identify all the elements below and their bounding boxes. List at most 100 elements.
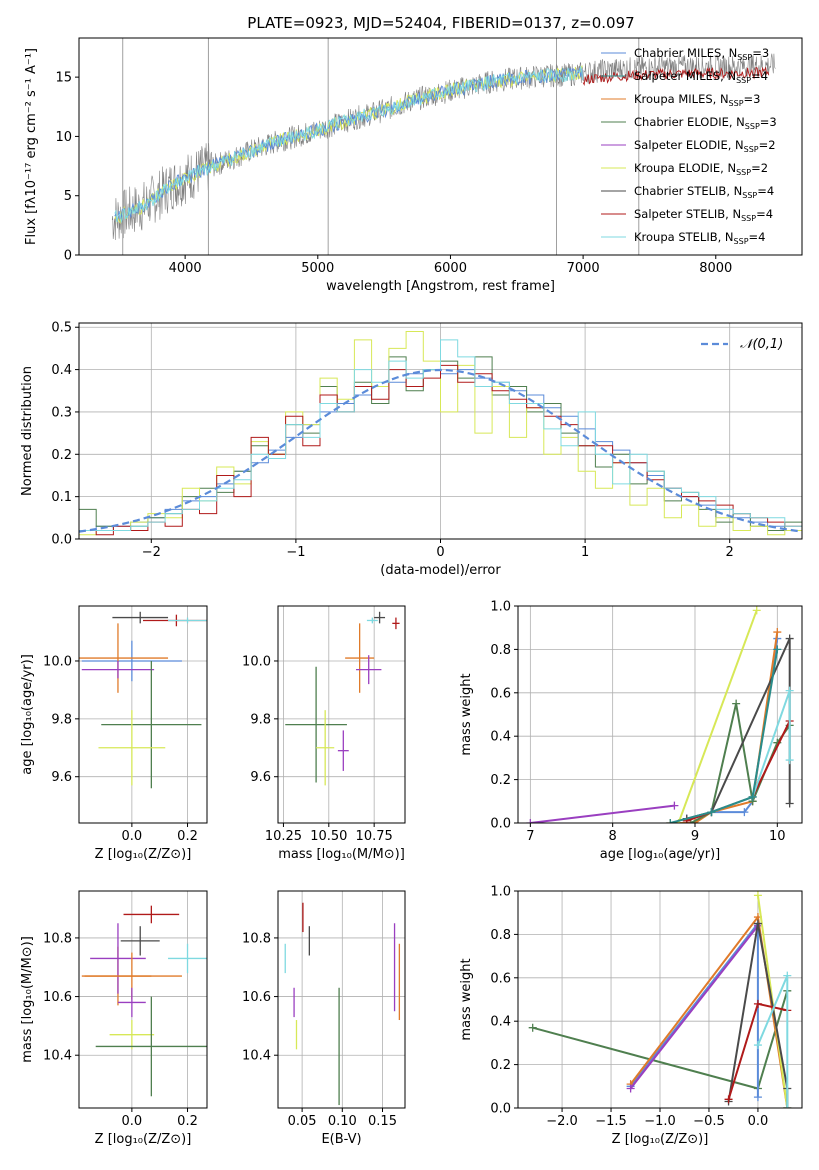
x-axis-label: wavelength [Angstrom, rest frame] bbox=[326, 279, 555, 294]
y-tick-label: 5 bbox=[64, 189, 72, 204]
point-marker bbox=[773, 628, 782, 637]
point-marker bbox=[753, 1041, 762, 1050]
mass_vs_ebv-panel: 0.05 0.10 0.15 10.4 10.6 10.8 E(B-V) bbox=[242, 890, 406, 1147]
y-tick-label: 10.8 bbox=[242, 931, 271, 946]
y-tick-label: 0.1 bbox=[51, 490, 72, 505]
point-marker bbox=[666, 819, 675, 823]
x-tick-label: 0.0 bbox=[122, 829, 143, 844]
axes-frame bbox=[277, 890, 406, 1109]
y-axis-label: mass weight bbox=[459, 958, 474, 1040]
point-marker bbox=[707, 808, 716, 817]
axes-frame bbox=[277, 605, 406, 824]
x-axis-label: Z [log₁₀(Z/Z⊙)] bbox=[95, 1132, 192, 1147]
normal-curve bbox=[79, 368, 802, 533]
x-tick-label: 0.2 bbox=[177, 1114, 198, 1129]
x-axis-label: Z [log₁₀(Z/Z⊙)] bbox=[95, 847, 192, 862]
x-axis-label: Z [log₁₀(Z/Z⊙)] bbox=[612, 1132, 709, 1147]
y-tick-label: 9.8 bbox=[250, 712, 271, 727]
x-tick-label: 4000 bbox=[169, 261, 202, 276]
y-tick-label: 10.4 bbox=[242, 1049, 271, 1064]
point-marker bbox=[740, 808, 749, 817]
x-axis-label: age [log₁₀(age/yr)] bbox=[600, 847, 721, 862]
y-tick-label: 0.0 bbox=[490, 1102, 511, 1117]
legend-entry: Salpeter MILES, NSSP=4 bbox=[634, 69, 768, 85]
x-tick-label: −2 bbox=[142, 545, 161, 560]
y-tick-label: 10.6 bbox=[242, 990, 271, 1005]
y-tick-label: 1.0 bbox=[490, 600, 511, 615]
point-marker bbox=[753, 1093, 762, 1102]
point-marker bbox=[753, 999, 762, 1008]
plot-area bbox=[79, 611, 207, 789]
y-tick-label: 0.6 bbox=[490, 971, 511, 986]
point-marker bbox=[783, 1104, 792, 1108]
weight-line bbox=[677, 609, 758, 823]
legend-entry: Chabrier MILES, NSSP=3 bbox=[634, 46, 769, 62]
plot-area bbox=[528, 891, 792, 1108]
axes-frame bbox=[78, 890, 208, 1109]
x-tick-label: 9 bbox=[691, 829, 699, 844]
weight-line bbox=[629, 925, 759, 1090]
y-tick-label: 0.0 bbox=[51, 533, 72, 548]
weight-line bbox=[530, 804, 675, 823]
y-tick-label: 0.5 bbox=[51, 321, 72, 336]
point-marker bbox=[670, 801, 679, 810]
x-tick-label: 0.0 bbox=[122, 1114, 143, 1129]
legend-entry: Salpeter ELODIE, NSSP=2 bbox=[634, 138, 776, 154]
x-axis-label: E(B-V) bbox=[321, 1132, 361, 1147]
x-tick-label: 0.15 bbox=[368, 1114, 397, 1129]
x-axis-label: mass [log₁₀(M/M⊙)] bbox=[278, 847, 405, 862]
y-tick-label: 10.0 bbox=[242, 654, 271, 669]
y-tick-label: 1.0 bbox=[490, 885, 511, 900]
x-tick-label: 2 bbox=[726, 545, 734, 560]
axes-frame bbox=[78, 605, 208, 824]
axes-frame bbox=[78, 37, 803, 256]
x-tick-label: −2.0 bbox=[546, 1114, 578, 1129]
spectrum-model-line bbox=[114, 66, 584, 224]
plot-area bbox=[79, 331, 802, 536]
y-axis-label: age [log₁₀(age/yr)] bbox=[20, 654, 35, 775]
y-tick-label: 0.4 bbox=[51, 363, 72, 378]
y-tick-label: 0.2 bbox=[490, 1058, 511, 1073]
y-tick-label: 10.0 bbox=[43, 654, 72, 669]
x-axis-label: (data-model)/error bbox=[380, 563, 501, 578]
y-tick-label: 10.4 bbox=[43, 1049, 72, 1064]
plot-area bbox=[111, 38, 776, 255]
weight-line bbox=[670, 649, 779, 823]
y-tick-label: 0.0 bbox=[490, 817, 511, 832]
y-tick-label: 0.8 bbox=[490, 928, 511, 943]
point-marker bbox=[773, 645, 782, 654]
y-tick-label: 10 bbox=[55, 130, 72, 145]
x-tick-label: 1 bbox=[581, 545, 589, 560]
weight_vs_age-panel: 7 8 9 10 0.0 0.2 0.4 0.6 0.8 1.0 age [log₁₀(age/yr… bbox=[459, 600, 803, 862]
y-tick-label: 9.6 bbox=[250, 770, 271, 785]
plot-area bbox=[526, 606, 794, 823]
x-tick-label: 5000 bbox=[301, 261, 334, 276]
residuals-panel: −2 −1 0 1 2 0.0 0.1 0.2 0.3 0.4 0.5 (data-model)/er… bbox=[20, 321, 803, 578]
y-tick-label: 10.8 bbox=[43, 931, 72, 946]
point-marker bbox=[732, 699, 741, 708]
x-tick-label: 10.50 bbox=[310, 829, 347, 844]
point-marker bbox=[753, 919, 762, 928]
y-tick-label: 0.2 bbox=[490, 773, 511, 788]
y-tick-label: 0.6 bbox=[490, 686, 511, 701]
x-tick-label: −1 bbox=[286, 545, 305, 560]
point-marker bbox=[785, 756, 794, 765]
legend-entry: 𝒩(0,1) bbox=[740, 337, 783, 352]
point-marker bbox=[752, 606, 761, 615]
y-axis-label: Flux [fλ10⁻¹⁷ erg cm⁻² s⁻¹ A⁻¹] bbox=[24, 48, 39, 245]
y-tick-label: 9.8 bbox=[51, 712, 72, 727]
y-tick-label: 0 bbox=[64, 249, 72, 264]
y-tick-label: 0.3 bbox=[51, 405, 72, 420]
plot-area bbox=[285, 611, 400, 786]
histogram-step bbox=[79, 339, 802, 531]
spectrum-model-line bbox=[582, 66, 770, 86]
y-axis-label: Normed distribution bbox=[20, 366, 35, 496]
legend-entry: Chabrier STELIB, NSSP=4 bbox=[634, 184, 774, 200]
x-tick-label: 10 bbox=[769, 829, 786, 844]
point-marker bbox=[526, 819, 535, 823]
x-tick-label: 8 bbox=[609, 829, 617, 844]
y-tick-label: 15 bbox=[55, 71, 72, 86]
age_vs_Z-panel: 0.0 0.2 9.6 9.8 10.0 Z [log₁₀(Z/Z⊙)] age [log₁… bbox=[20, 605, 208, 862]
point-marker bbox=[785, 634, 794, 643]
